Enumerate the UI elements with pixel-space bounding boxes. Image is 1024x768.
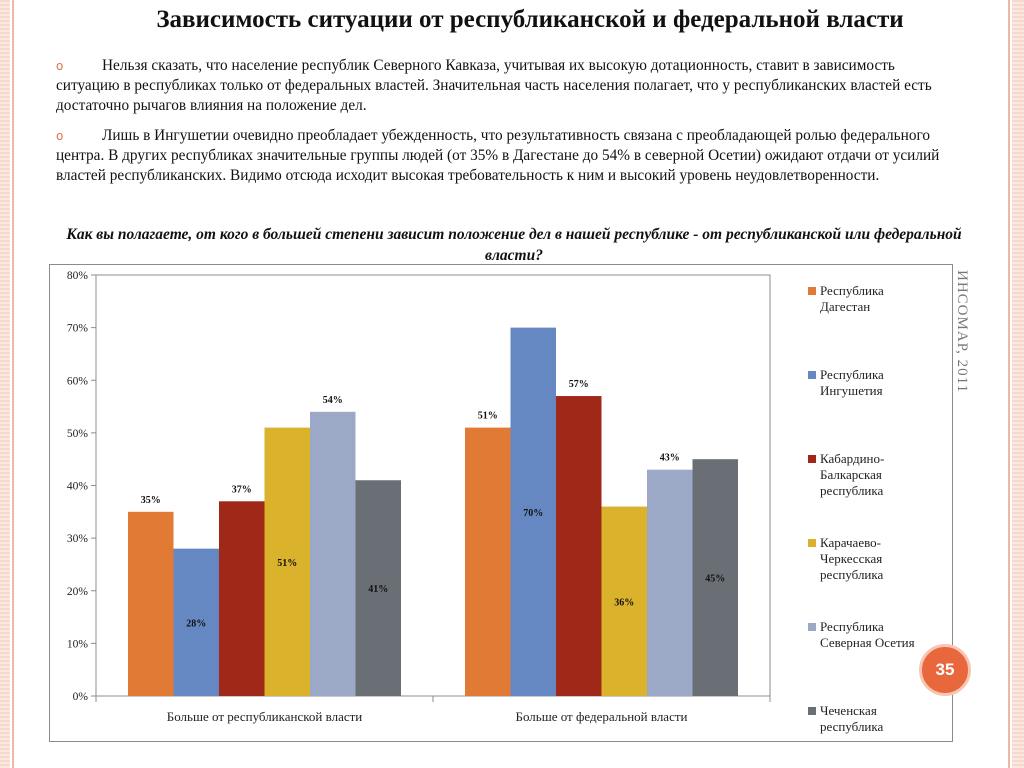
bar [219,501,265,696]
bullet-paragraph-2: o Лишь в Ингушетии очевидно преобладает у… [56,126,946,186]
bar [601,506,647,696]
watermark: ИНСОМАР, 2011 [954,270,970,394]
legend-swatch [808,455,816,463]
left-decorative-border [0,0,10,768]
category-label: Больше от федеральной власти [515,709,687,724]
legend-label: Республика [820,619,884,634]
legend-swatch [808,707,816,715]
data-label: 54% [323,395,343,406]
bar [692,459,738,696]
right-decorative-border [1012,0,1024,768]
y-tick-label: 70% [67,323,89,335]
bullet-text-1: Нельзя сказать, что население республик … [56,57,932,114]
bar [264,427,310,696]
bar [465,427,511,696]
data-label: 36% [614,597,634,608]
legend-label: Чеченская [820,703,877,718]
data-label: 70% [523,508,543,519]
y-tick-label: 0% [73,691,89,703]
bullet-circle-icon: o [56,129,64,143]
legend-swatch [808,623,816,631]
y-tick-label: 60% [67,375,89,387]
legend-swatch [808,287,816,295]
data-label: 51% [277,558,297,569]
legend-label: Республика [820,283,884,298]
bar [510,327,556,696]
legend-label: Черкесская [820,551,882,566]
legend-swatch [808,539,816,547]
y-tick-label: 80% [67,270,89,282]
bar [128,511,174,696]
bar [647,469,693,696]
bullet-text-2: Лишь в Ингушетии очевидно преобладает уб… [56,127,940,184]
legend-label: Балкарская [820,467,882,482]
data-label: 51% [478,411,498,422]
legend-label: республика [820,719,884,734]
bullet-circle-icon: o [56,59,64,73]
bullet-paragraph-1: o Нельзя сказать, что население республик… [56,56,946,116]
chart-frame: 0% 10% 20% 30% 40% 50% 60% 70% 80% 35% 28% 37% 51% 54… [49,264,953,742]
data-label: 43% [660,453,680,464]
data-label: 45% [705,574,725,585]
page-number-badge: 35 [919,644,971,696]
bar [355,480,401,696]
right-border-line [1008,0,1010,768]
legend-label: республика [820,483,884,498]
legend-label: Карачаево- [820,535,881,550]
category-label: Больше от республиканской власти [167,709,363,724]
data-label: 41% [368,584,388,595]
legend-label: республика [820,567,884,582]
legend-label: Дагестан [820,299,870,314]
bar [310,411,356,696]
slide-title: Зависимость ситуации от республиканской … [156,6,904,33]
legend-swatch [808,371,816,379]
y-tick-label: 20% [67,586,89,598]
y-tick-label: 10% [67,638,89,650]
y-tick-label: 40% [67,481,89,493]
data-label: 37% [232,484,252,495]
data-label: 57% [569,379,589,390]
left-border-line [12,0,14,768]
data-label: 28% [186,618,206,629]
bar [173,548,219,696]
chart-question: Как вы полагаете, от кого в большей степ… [66,226,962,264]
data-label: 35% [141,495,161,506]
legend-label: Кабардино- [820,451,884,466]
bar [556,396,602,696]
legend-label: Ингушетия [820,383,883,398]
legend-label: Северная Осетия [820,635,915,650]
bar-chart: 0% 10% 20% 30% 40% 50% 60% 70% 80% 35% 28% 37% 51% 54… [67,270,915,734]
legend-label: Республика [820,367,884,382]
y-tick-label: 30% [67,533,89,545]
y-tick-label: 50% [67,428,89,440]
